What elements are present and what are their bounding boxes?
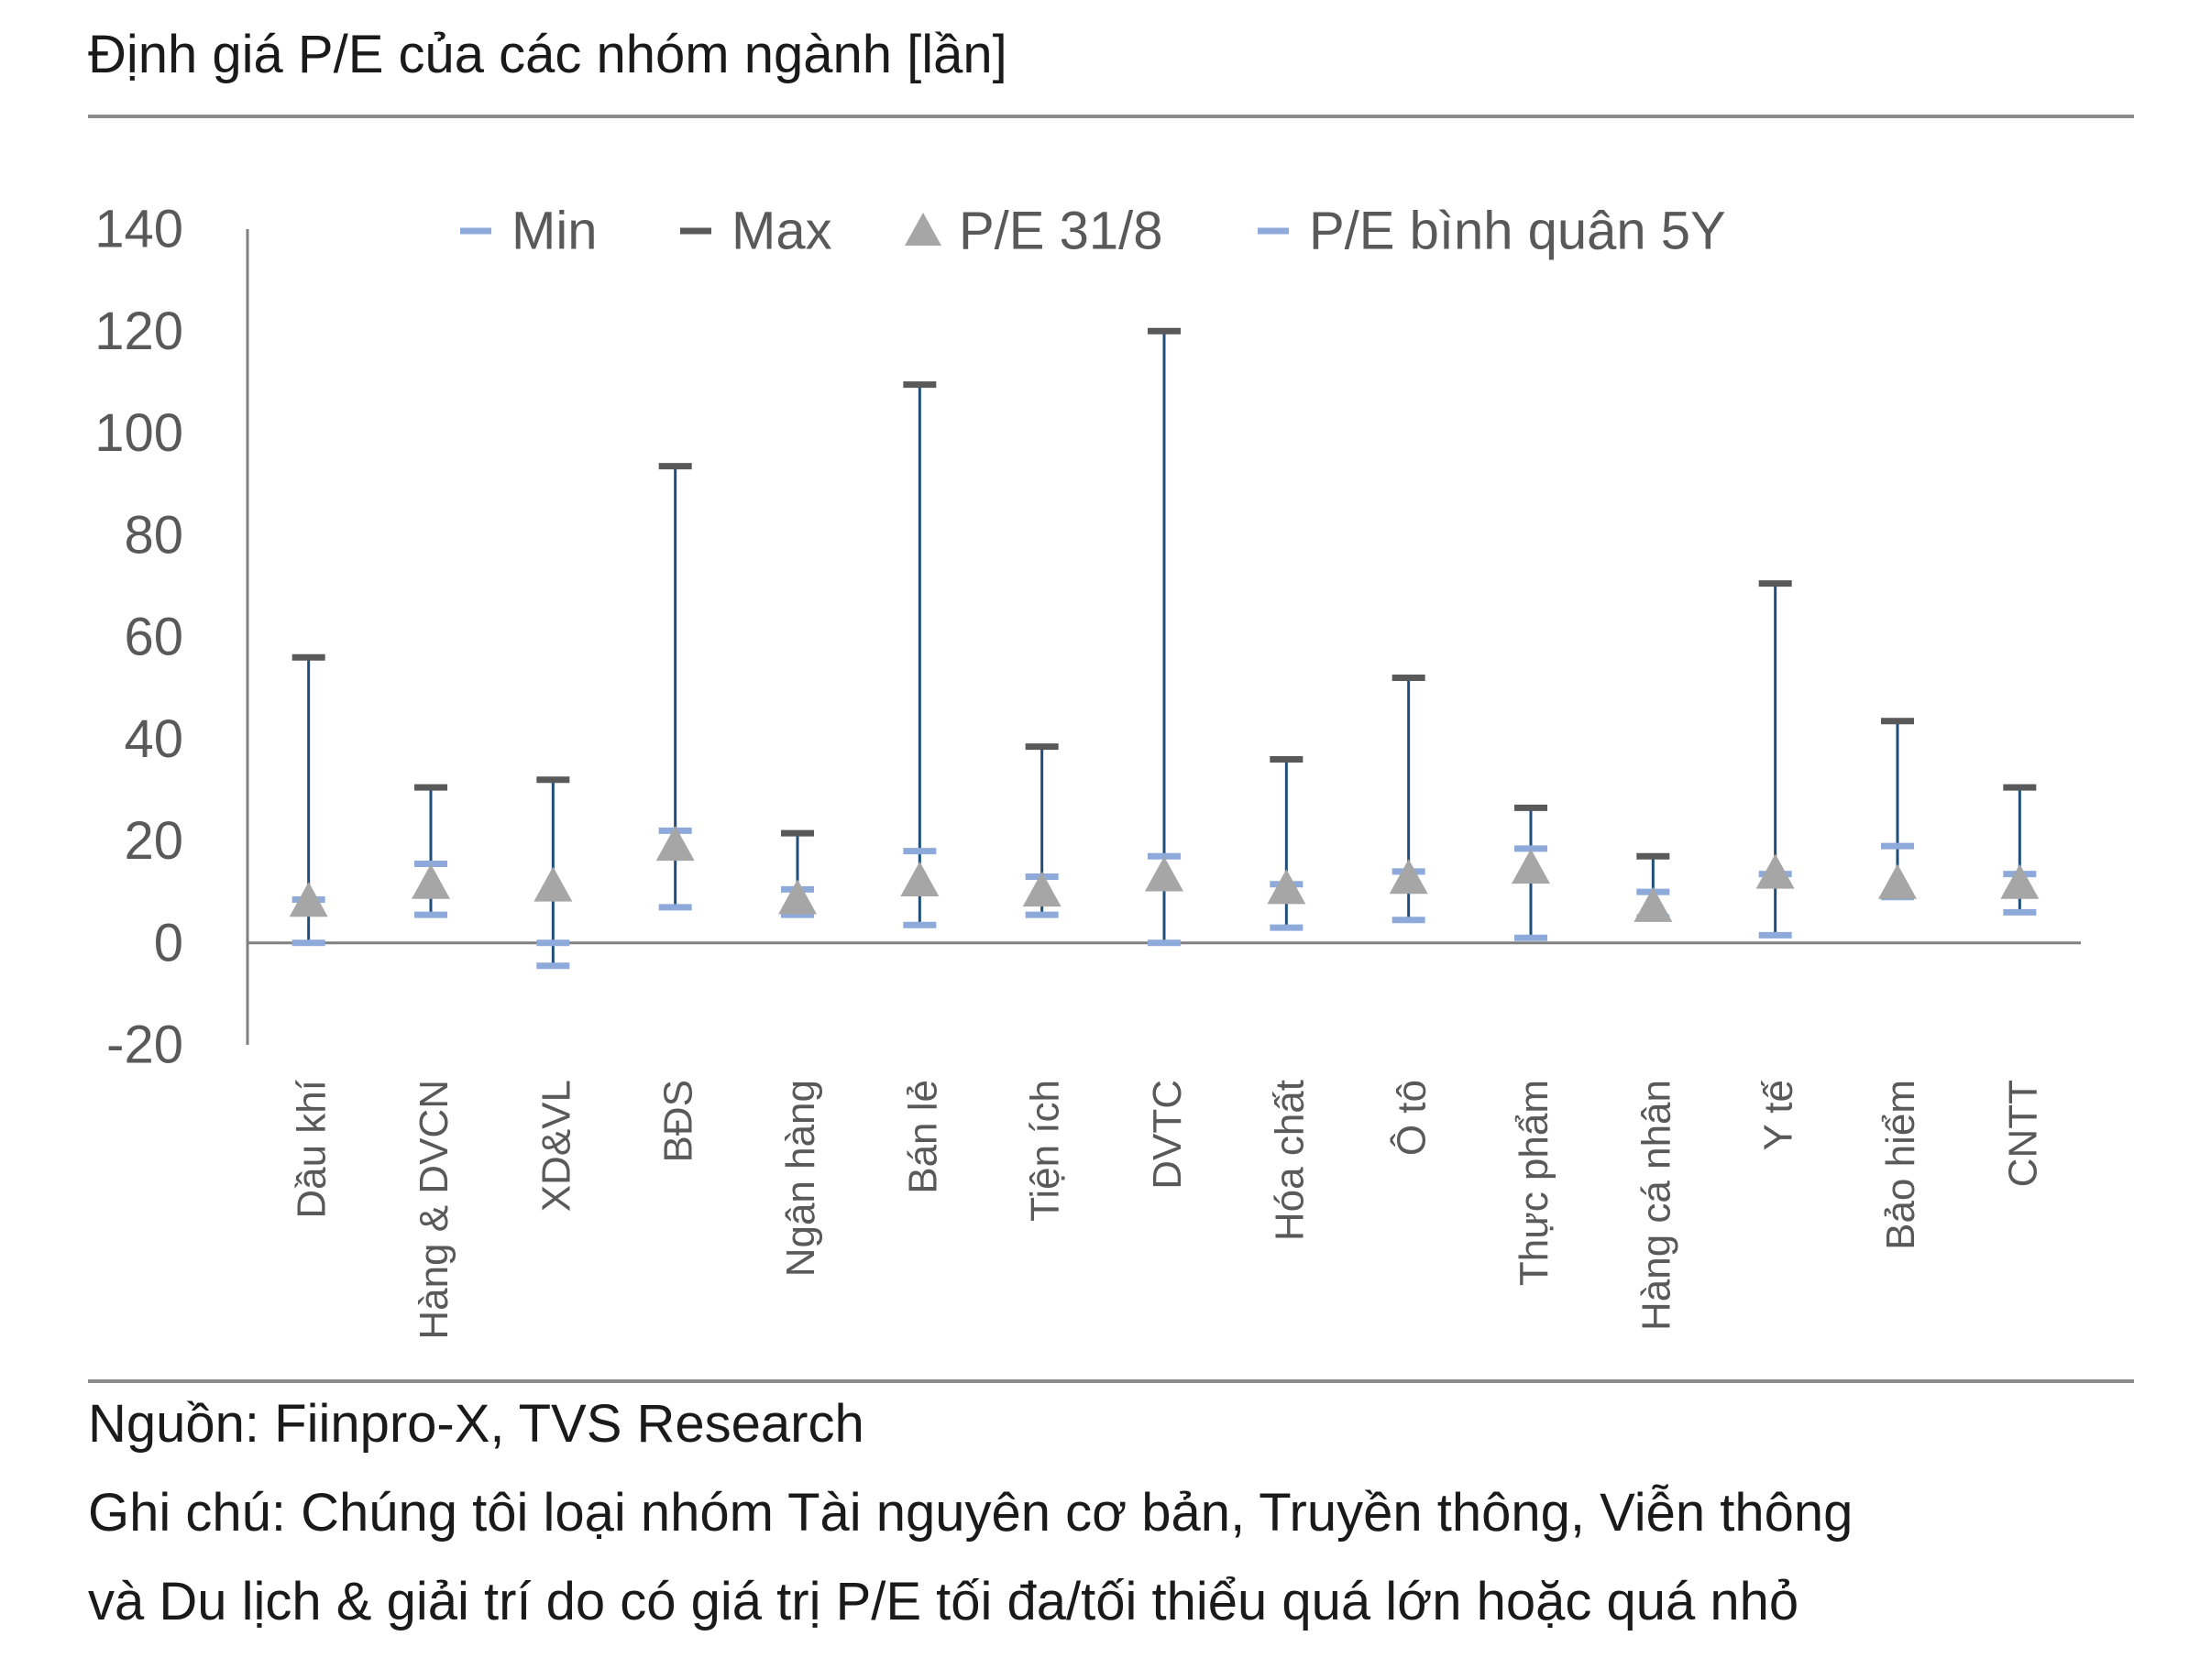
x-category-label: XD&VL: [534, 1080, 578, 1212]
y-tick-label: 0: [154, 913, 183, 972]
x-category-label: Bán lẻ: [900, 1080, 945, 1194]
x-category-label: Ngân hàng: [778, 1080, 823, 1277]
pe-range-chart: -20 0 20 40 60 80 100 120 140 Dầu khí Hàng & DVCN X…: [94, 200, 2081, 1340]
pe-31-8-marker: [412, 863, 450, 899]
legend-swatch: [905, 213, 941, 246]
pe-31-8-marker: [289, 882, 328, 917]
x-category-label: BĐS: [656, 1080, 701, 1162]
remark-line-1: Ghi chú: Chúng tôi loại nhóm Tài nguyên …: [88, 1483, 1854, 1543]
y-tick-label: 60: [124, 608, 183, 667]
y-tick-label: 40: [124, 709, 183, 769]
pe-31-8-marker: [1755, 853, 1795, 889]
legend-label: P/E 31/8: [959, 202, 1162, 261]
pe-31-8-marker: [534, 866, 573, 902]
pe-31-8-marker: [2000, 863, 2040, 899]
y-tick-label: 80: [124, 505, 183, 565]
x-category-label: Tiện ích: [1023, 1080, 1068, 1222]
chart-title: Định giá P/E của các nhóm ngành [lần]: [88, 25, 1007, 84]
pe-31-8-marker: [900, 862, 940, 896]
legend-label: P/E bình quân 5Y: [1309, 202, 1726, 261]
pe-31-8-marker: [1634, 886, 1673, 922]
pe-31-8-marker: [1512, 849, 1550, 884]
y-tick-label: 120: [94, 302, 183, 361]
pe-31-8-marker: [1267, 869, 1306, 905]
x-category-label: Hóa chất: [1267, 1080, 1312, 1241]
footer-divider: [88, 1379, 2134, 1383]
x-category-label: Hàng & DVCN: [412, 1080, 456, 1340]
x-category-label: Ô tô: [1389, 1080, 1435, 1156]
pe-31-8-marker: [655, 826, 695, 862]
x-category-label: CNTT: [2000, 1080, 2045, 1187]
pe-31-8-marker: [1389, 859, 1428, 895]
x-category-label: Dầu khí: [290, 1079, 335, 1218]
x-category-label: DVTC: [1145, 1080, 1190, 1190]
pe-31-8-marker: [778, 879, 817, 915]
x-category-label: Hàng cá nhân: [1634, 1080, 1678, 1331]
footer: Nguồn: Fiinpro-X, TVS Research Ghi chú: …: [88, 1379, 1853, 1646]
y-tick-label: 20: [124, 811, 183, 871]
x-category-label: Y tế: [1756, 1080, 1801, 1150]
source-note: Nguồn: Fiinpro-X, TVS Research: [88, 1394, 864, 1454]
pe-31-8-marker: [1878, 863, 1917, 899]
pe-31-8-marker: [1022, 872, 1062, 907]
y-tick-label: -20: [106, 1016, 183, 1075]
remark-line-2: và Du lịch & giải trí do có giá trị P/E …: [88, 1572, 1799, 1631]
legend-label: Max: [732, 202, 832, 261]
pe-31-8-marker: [1145, 856, 1183, 892]
x-category-label: Thực phẩm: [1512, 1080, 1556, 1286]
x-category-label: Bảo hiểm: [1878, 1080, 1923, 1250]
legend-label: Min: [512, 202, 597, 261]
y-tick-label: 140: [94, 200, 183, 259]
y-tick-label: 100: [94, 403, 183, 463]
title-divider: [88, 115, 2134, 118]
